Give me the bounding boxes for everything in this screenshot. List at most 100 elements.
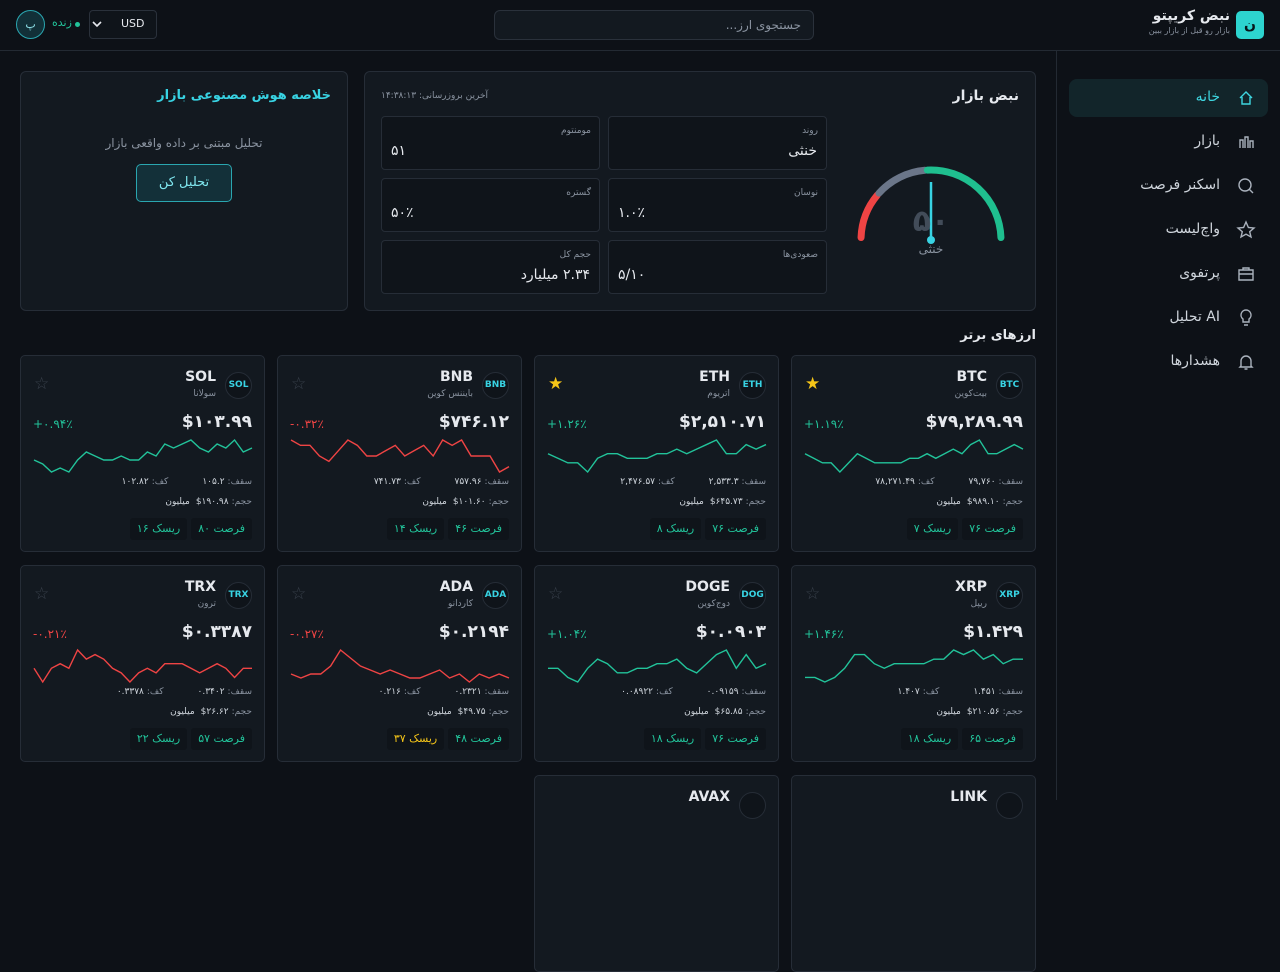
coin-price: $۷۴۶.۱۲ <box>438 412 509 432</box>
volume-unit: میلیون <box>679 497 704 507</box>
high-low: سقف:۰.۲۳۲۱ کف:۰.۲۱۶ <box>379 687 509 697</box>
low-label: کف: <box>658 477 675 487</box>
high-low: سقف:۷۹,۷۶۰ کف:۷۸,۲۷۱.۴۹ <box>875 477 1023 487</box>
coin-card[interactable]: BNB BNB بایننس کوین ☆ $۷۴۶.۱۲ -۰.۳۲٪ سقف:۷۵۷.۹… <box>277 355 522 552</box>
watch-star[interactable]: ★ <box>548 374 564 394</box>
low-label: کف: <box>656 687 673 697</box>
sparkline <box>290 439 510 473</box>
metric-label: صعودی‌ها <box>782 250 818 260</box>
volume: حجم:$۹۸۹.۱۰ میلیون <box>936 497 1023 507</box>
sparkline <box>547 439 767 474</box>
coin-price: $۷۹,۲۸۹.۹۹ <box>925 412 1023 432</box>
high-label: سقف: <box>998 477 1023 487</box>
high-label: سقف: <box>227 687 252 697</box>
section-title: ارزهای برتر <box>960 328 1036 343</box>
watch-star[interactable]: ★ <box>805 374 821 394</box>
coin-card[interactable]: LINK <box>791 775 1036 972</box>
low-label: کف: <box>917 477 935 487</box>
coin-card[interactable]: ETH ETH اتریوم ★ $۲,۵۱۰.۷۱ +۱.۲۶٪ سقف:۲,۵۳۳.۳ ک… <box>534 355 779 552</box>
coin-card[interactable]: SOL SOL سولانا ☆ $۱۰۳.۹۹ +۰.۹۴٪ سقف:۱۰۵.۲ کف:۱۰… <box>20 355 265 552</box>
coin-symbol: XRP <box>955 579 987 595</box>
sparkline-line <box>804 439 1024 474</box>
watch-star[interactable]: ☆ <box>548 584 564 604</box>
coin-card[interactable]: XRP XRP ریپل ☆ $۱.۴۲۹ +۱.۴۶٪ سقف:۱.۴۵۱ کف:۱.۴۰۷… <box>791 565 1036 762</box>
coin-badge: SOL <box>225 372 252 399</box>
nav-item[interactable]: واچ‌لیست <box>1069 211 1268 249</box>
nav-label: خانه <box>1195 89 1220 105</box>
nav-item[interactable]: هشدارها <box>1069 343 1268 381</box>
volume: حجم:$۲۱۰.۵۶ میلیون <box>936 707 1023 717</box>
sidebar <box>1056 51 1280 800</box>
panel-title: نبض بازار <box>952 88 1019 104</box>
sparkline-line <box>290 439 510 473</box>
brand-title: نبض کریپتو <box>1152 8 1230 24</box>
volume-value: $۲۶.۶۲ <box>200 707 229 717</box>
nav-icon <box>1238 178 1254 194</box>
scores: فرصت ۷۶ریسک ۷ <box>903 517 1023 540</box>
volume-label: حجم: <box>231 707 252 717</box>
avatar[interactable]: پ <box>16 10 45 39</box>
scores: فرصت ۶۵ریسک ۱۸ <box>897 727 1023 750</box>
metric-value: ۵۱ <box>391 143 407 159</box>
analyze-button[interactable]: تحلیل کن <box>136 164 232 202</box>
low-value: ۷۸,۲۷۱.۴۹ <box>875 477 915 487</box>
opportunity-score: فرصت ۴۶ <box>448 518 509 540</box>
coin-name: ترون <box>197 599 216 609</box>
status-dot <box>75 22 80 27</box>
scores: فرصت ۷۶ریسک ۸ <box>646 517 766 540</box>
nav-item[interactable]: خانه <box>1069 79 1268 117</box>
search-box[interactable]: جستجوی ارز... <box>494 10 814 40</box>
coin-badge: ETH <box>739 372 766 399</box>
volume: حجم:$۱۰۱.۶۰ میلیون <box>422 497 509 507</box>
opportunity-score: فرصت ۷۶ <box>962 518 1023 540</box>
coin-card[interactable]: ADA ADA کاردانو ☆ $۰.۲۱۹۴ -۰.۲۷٪ سقف:۰.۲۳۲۱ کف:… <box>277 565 522 762</box>
metric-value: ۵/۱۰ <box>618 267 646 283</box>
coin-card[interactable]: TRX TRX ترون ☆ $۰.۳۳۸۷ -۰.۲۱٪ سقف:۰.۳۴۰۲ کف:۰.۳… <box>20 565 265 762</box>
nav-item[interactable]: بازار <box>1069 123 1268 161</box>
volume-unit: میلیون <box>936 497 961 507</box>
watch-star[interactable]: ☆ <box>805 584 821 604</box>
metric-label: حجم کل <box>559 250 591 260</box>
currency-select[interactable] <box>89 10 157 39</box>
icon-path <box>1239 91 1253 105</box>
coin-symbol: BNB <box>439 369 473 385</box>
watch-star[interactable]: ☆ <box>291 374 307 394</box>
watch-star[interactable]: ☆ <box>291 584 307 604</box>
metric-label: نوسان <box>793 188 818 198</box>
sparkline <box>290 648 510 683</box>
opportunity-score: فرصت ۸۰ <box>191 518 252 540</box>
metric-box: مومنتوم ۵۱ <box>381 116 600 170</box>
coin-card[interactable]: BTC BTC بیت‌کوین ★ $۷۹,۲۸۹.۹۹ +۱.۱۹٪ سقف:۷۹,۷۶… <box>791 355 1036 552</box>
high-low: سقف:۷۵۷.۹۶ کف:۷۴۱.۷۳ <box>374 477 509 487</box>
high-low: سقف:۱۰۵.۲ کف:۱۰۲.۸۲ <box>122 477 252 487</box>
nav-item[interactable]: تحلیل AI <box>1069 299 1268 337</box>
watch-star[interactable]: ☆ <box>34 374 50 394</box>
high-value: ۷۹,۷۶۰ <box>968 477 996 487</box>
coin-name: سولانا <box>193 389 216 399</box>
coin-card[interactable]: AVAX <box>534 775 779 972</box>
volume-value: $۱۰۱.۶۰ <box>452 497 486 507</box>
volume-value: $۶۵.۸۵ <box>714 707 743 717</box>
nav-item[interactable]: پرتفوی <box>1069 255 1268 293</box>
sparkline <box>33 438 253 473</box>
low-label: کف: <box>403 687 421 697</box>
volume: حجم:$۲۶.۶۲ میلیون <box>170 707 252 717</box>
logo[interactable]: ن <box>1236 11 1264 39</box>
coin-change: -۰.۲۷٪ <box>290 627 324 641</box>
status-label: زنده <box>52 16 72 29</box>
volume: حجم:$۶۵.۸۵ میلیون <box>684 707 766 717</box>
volume: حجم:$۱۹۰.۹۸ میلیون <box>165 497 252 507</box>
nav-label: اسکنر فرصت <box>1140 177 1220 193</box>
coin-card[interactable]: DOG DOGE دوج‌کوین ☆ $۰.۰۹۰۳ +۱.۰۴٪ سقف:۰.۰۹۱۵۹… <box>534 565 779 762</box>
coin-change: +۱.۴۶٪ <box>804 627 844 641</box>
sparkline-line <box>290 648 510 683</box>
sparkline <box>33 648 252 684</box>
sparkline-line <box>805 649 1023 683</box>
watch-star[interactable]: ☆ <box>34 584 50 604</box>
coin-symbol: DOGE <box>685 579 730 595</box>
opportunity-score: فرصت ۷۶ <box>705 728 766 750</box>
coin-badge <box>739 792 766 819</box>
coin-symbol: SOL <box>185 369 216 385</box>
nav-item[interactable]: اسکنر فرصت <box>1069 167 1268 205</box>
nav-icon <box>1236 220 1256 239</box>
